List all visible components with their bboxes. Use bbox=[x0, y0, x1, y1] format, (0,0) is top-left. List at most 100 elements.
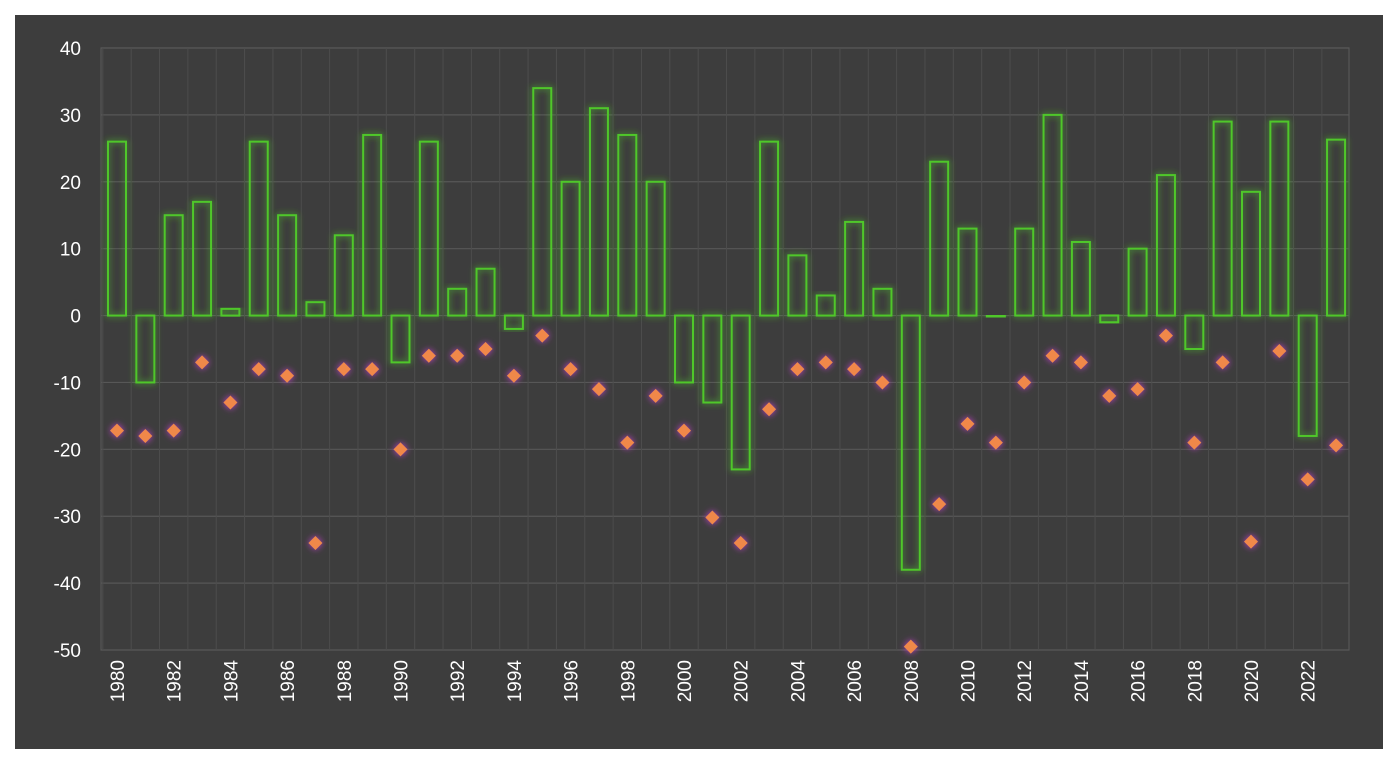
y-tick-label: -20 bbox=[54, 440, 81, 461]
grid-layer bbox=[100, 47, 1350, 651]
y-tick-label: -50 bbox=[54, 641, 81, 662]
data-point bbox=[903, 639, 918, 654]
bar bbox=[248, 140, 269, 317]
bar bbox=[1099, 314, 1120, 324]
data-point bbox=[478, 342, 493, 356]
data-point bbox=[620, 435, 635, 450]
x-tick-label: 1984 bbox=[221, 660, 242, 703]
data-point bbox=[138, 428, 153, 443]
data-point bbox=[705, 510, 720, 525]
bar bbox=[872, 287, 893, 317]
data-point bbox=[1300, 472, 1315, 487]
x-tick-label: 2014 bbox=[1072, 660, 1093, 703]
bar bbox=[617, 133, 638, 317]
bar bbox=[107, 140, 127, 317]
bar bbox=[1212, 120, 1233, 317]
data-point bbox=[1017, 375, 1032, 390]
bar bbox=[1014, 227, 1035, 317]
bar bbox=[305, 301, 326, 317]
bar bbox=[588, 107, 609, 317]
x-tick-label: 2018 bbox=[1185, 660, 1206, 702]
data-point bbox=[818, 355, 833, 370]
bar bbox=[1297, 314, 1318, 437]
bar bbox=[503, 314, 524, 330]
bar bbox=[192, 200, 213, 317]
bar bbox=[985, 314, 1006, 319]
data-point bbox=[223, 395, 238, 410]
y-tick-label: -30 bbox=[54, 507, 81, 528]
bar bbox=[1127, 247, 1148, 317]
x-tick-label: 1986 bbox=[278, 660, 299, 702]
x-tick-label: 1990 bbox=[392, 660, 413, 702]
bar bbox=[1042, 113, 1063, 317]
bar bbox=[135, 314, 156, 384]
bar bbox=[1184, 314, 1205, 350]
bar bbox=[163, 214, 184, 317]
bar bbox=[475, 267, 496, 317]
bar bbox=[277, 214, 298, 317]
data-point bbox=[336, 362, 351, 377]
bar bbox=[390, 314, 411, 364]
y-tick-label: 10 bbox=[60, 240, 81, 261]
data-point bbox=[790, 362, 805, 377]
x-tick-label: 1998 bbox=[618, 660, 639, 702]
data-point bbox=[1045, 348, 1060, 363]
x-tick-label: 2012 bbox=[1015, 660, 1036, 702]
bar bbox=[844, 220, 865, 317]
y-tick-label: -40 bbox=[54, 574, 81, 595]
data-point bbox=[1244, 534, 1258, 549]
bar bbox=[1241, 190, 1261, 317]
data-point bbox=[1158, 328, 1173, 343]
data-point bbox=[166, 423, 181, 438]
data-point bbox=[365, 362, 380, 377]
x-tick-label: 2010 bbox=[959, 660, 980, 702]
bar bbox=[787, 254, 808, 317]
y-tick-label: 0 bbox=[70, 307, 81, 328]
data-point bbox=[1187, 435, 1202, 450]
bar bbox=[560, 180, 581, 317]
data-point bbox=[393, 442, 408, 457]
x-tick-label: 1994 bbox=[505, 660, 526, 703]
x-tick-label: 2000 bbox=[675, 660, 696, 702]
bar bbox=[1155, 174, 1176, 317]
bar bbox=[702, 314, 723, 404]
data-point bbox=[932, 497, 947, 512]
bar-series bbox=[107, 87, 1347, 571]
x-tick-label: 2016 bbox=[1129, 660, 1150, 702]
data-point bbox=[1073, 355, 1088, 370]
y-tick-label: 30 bbox=[60, 106, 81, 127]
x-tick-label: 2006 bbox=[845, 660, 866, 702]
data-point bbox=[1329, 438, 1344, 453]
x-tick-label: 2002 bbox=[732, 660, 753, 702]
x-tick-label: 1980 bbox=[108, 660, 129, 702]
bar bbox=[759, 140, 780, 317]
x-tick-label: 1996 bbox=[562, 660, 583, 702]
bar bbox=[532, 87, 553, 317]
data-point bbox=[450, 348, 465, 363]
data-point bbox=[875, 375, 890, 390]
bar bbox=[418, 140, 439, 317]
bar bbox=[929, 160, 950, 317]
data-point bbox=[535, 328, 550, 343]
data-point bbox=[1102, 388, 1117, 403]
x-tick-label: 2008 bbox=[902, 660, 923, 702]
scatter-series bbox=[110, 328, 1344, 654]
bar bbox=[957, 227, 978, 317]
data-point bbox=[1272, 344, 1287, 359]
data-point bbox=[195, 355, 210, 370]
data-point bbox=[421, 348, 436, 363]
x-tick-label: 2004 bbox=[788, 660, 809, 703]
bar bbox=[730, 314, 751, 471]
x-tick-label: 2020 bbox=[1242, 660, 1263, 702]
bar bbox=[815, 294, 836, 317]
bar bbox=[447, 287, 468, 317]
data-point bbox=[648, 388, 663, 403]
x-axis: 1980 1982 1984 1986 1988 1990 1992 1994 1996 1998… bbox=[108, 660, 1320, 703]
x-tick-label: 1988 bbox=[335, 660, 356, 702]
x-tick-label: 2022 bbox=[1299, 660, 1320, 702]
bar bbox=[645, 180, 666, 317]
bar bbox=[220, 307, 241, 317]
x-tick-label: 1982 bbox=[165, 660, 186, 702]
bar bbox=[1070, 240, 1091, 317]
